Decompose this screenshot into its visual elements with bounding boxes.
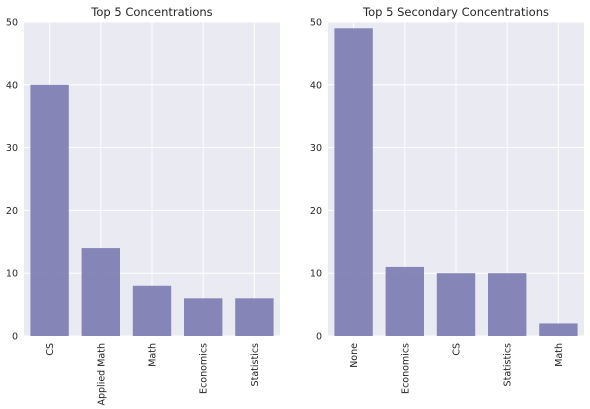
y-tick-label: 40 xyxy=(310,80,322,91)
bar-math xyxy=(132,285,172,336)
x-tick-label: Math xyxy=(148,343,159,367)
x-tick-label: None xyxy=(349,343,360,368)
bar-statistics xyxy=(235,298,274,336)
bar-cs xyxy=(436,273,476,336)
y-tick-label: 10 xyxy=(6,269,18,280)
y-tick-label: 30 xyxy=(310,143,322,154)
chart-top-secondary-concentrations: Top 5 Secondary Concentrations 0 10 20 30 40 5… xyxy=(310,5,584,394)
x-tick-label: Math xyxy=(554,343,565,367)
y-tick-label: 50 xyxy=(310,18,322,29)
bar-applied-math xyxy=(81,248,120,336)
bar-none xyxy=(334,28,373,337)
y-tick-label: 20 xyxy=(6,206,18,217)
x-tick-label: CS xyxy=(452,343,463,356)
chart-title: Top 5 Secondary Concentrations xyxy=(362,5,549,19)
y-tick-label: 0 xyxy=(316,332,322,343)
bar-math xyxy=(539,323,578,336)
y-tick-label: 40 xyxy=(6,80,18,91)
y-tick-label: 0 xyxy=(12,332,18,343)
bar-economics xyxy=(184,298,223,336)
x-tick-label: Economics xyxy=(199,343,210,394)
bar-economics xyxy=(385,266,424,336)
x-tick-label: CS xyxy=(45,343,56,356)
x-tick-label: Statistics xyxy=(503,343,514,386)
bar-cs xyxy=(30,84,69,336)
x-tick-label: Applied Math xyxy=(96,343,107,406)
x-tick-label: Statistics xyxy=(250,343,261,386)
y-tick-label: 30 xyxy=(6,143,18,154)
y-tick-label: 50 xyxy=(6,18,18,29)
bar-statistics xyxy=(488,273,527,336)
x-tick-label: Economics xyxy=(400,343,411,394)
y-tick-label: 20 xyxy=(310,206,322,217)
chart-title: Top 5 Concentrations xyxy=(90,5,212,19)
y-tick-label: 10 xyxy=(310,269,322,280)
chart-top-concentrations: Top 5 Concentrations 0 10 20 30 40 50 CS Applied… xyxy=(6,5,280,406)
